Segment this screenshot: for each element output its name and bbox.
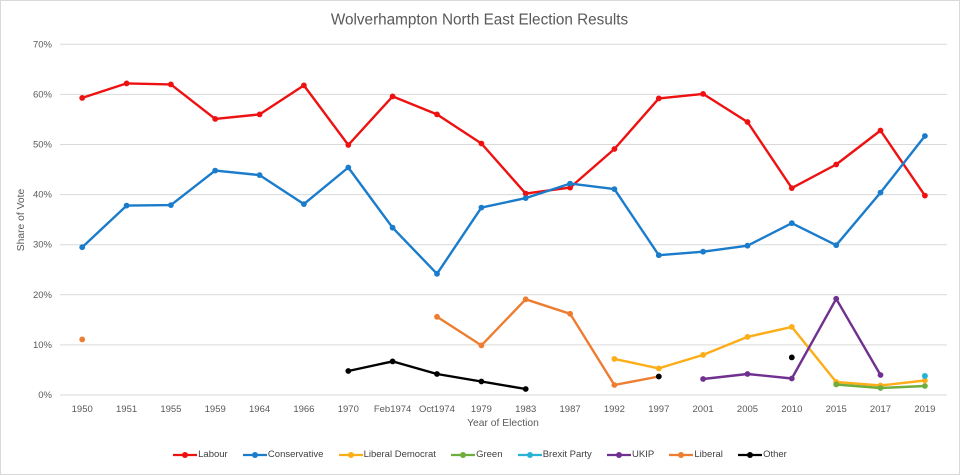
svg-text:1997: 1997: [648, 404, 669, 415]
svg-text:1970: 1970: [338, 404, 359, 415]
svg-text:50%: 50%: [33, 140, 53, 151]
svg-text:10%: 10%: [33, 340, 53, 351]
svg-text:2010: 2010: [781, 404, 802, 415]
svg-text:20%: 20%: [33, 290, 53, 301]
svg-text:30%: 30%: [33, 240, 53, 251]
svg-text:0%: 0%: [38, 390, 52, 401]
svg-text:Share of Vote: Share of Vote: [16, 189, 27, 252]
svg-text:1987: 1987: [560, 404, 581, 415]
svg-text:1983: 1983: [515, 404, 536, 415]
svg-text:70%: 70%: [33, 39, 53, 50]
svg-text:1966: 1966: [293, 404, 314, 415]
svg-text:2019: 2019: [914, 404, 935, 415]
svg-text:1979: 1979: [471, 404, 492, 415]
svg-text:2005: 2005: [737, 404, 758, 415]
svg-text:1964: 1964: [249, 404, 270, 415]
svg-text:1950: 1950: [72, 404, 93, 415]
svg-text:40%: 40%: [33, 190, 53, 201]
svg-text:Wolverhampton North East Elect: Wolverhampton North East Election Result…: [331, 12, 629, 29]
svg-text:2001: 2001: [693, 404, 714, 415]
svg-text:Oct1974: Oct1974: [419, 404, 455, 415]
svg-text:1959: 1959: [205, 404, 226, 415]
svg-text:Feb1974: Feb1974: [374, 404, 412, 415]
svg-text:1992: 1992: [604, 404, 625, 415]
svg-text:60%: 60%: [33, 89, 53, 100]
svg-text:2015: 2015: [826, 404, 847, 415]
svg-text:2017: 2017: [870, 404, 891, 415]
svg-text:1951: 1951: [116, 404, 137, 415]
svg-text:1955: 1955: [160, 404, 181, 415]
svg-text:Year of Election: Year of Election: [467, 418, 539, 429]
